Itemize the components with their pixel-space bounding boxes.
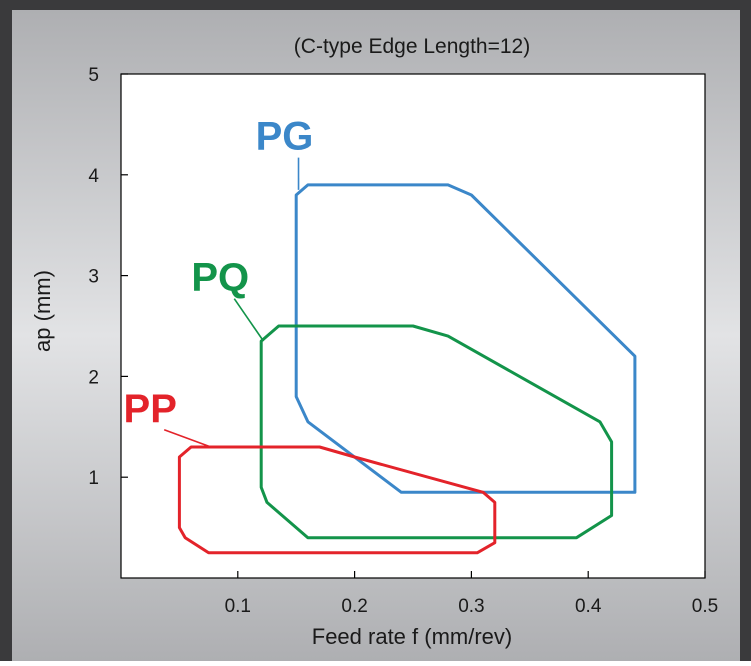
- y-tick-label: 3: [88, 267, 99, 288]
- x-tick-label: 0.4: [575, 596, 602, 617]
- series-label-pg: PG: [256, 115, 314, 159]
- x-tick-label: 0.3: [458, 596, 484, 617]
- y-tick-label: 2: [88, 367, 99, 388]
- y-tick-label: 4: [88, 166, 99, 187]
- x-tick-label: 0.2: [341, 596, 367, 617]
- y-axis-label: ap (mm): [30, 270, 55, 352]
- chart-title: (C-type Edge Length=12): [294, 35, 530, 58]
- series-label-pq: PQ: [191, 256, 249, 300]
- x-tick-label: 0.5: [692, 596, 718, 617]
- y-tick-label: 1: [88, 468, 99, 489]
- x-tick-label: 0.1: [225, 596, 251, 617]
- y-tick-label: 5: [88, 65, 99, 86]
- x-axis-label: Feed rate f (mm/rev): [312, 624, 512, 649]
- series-label-pp: PP: [124, 387, 177, 431]
